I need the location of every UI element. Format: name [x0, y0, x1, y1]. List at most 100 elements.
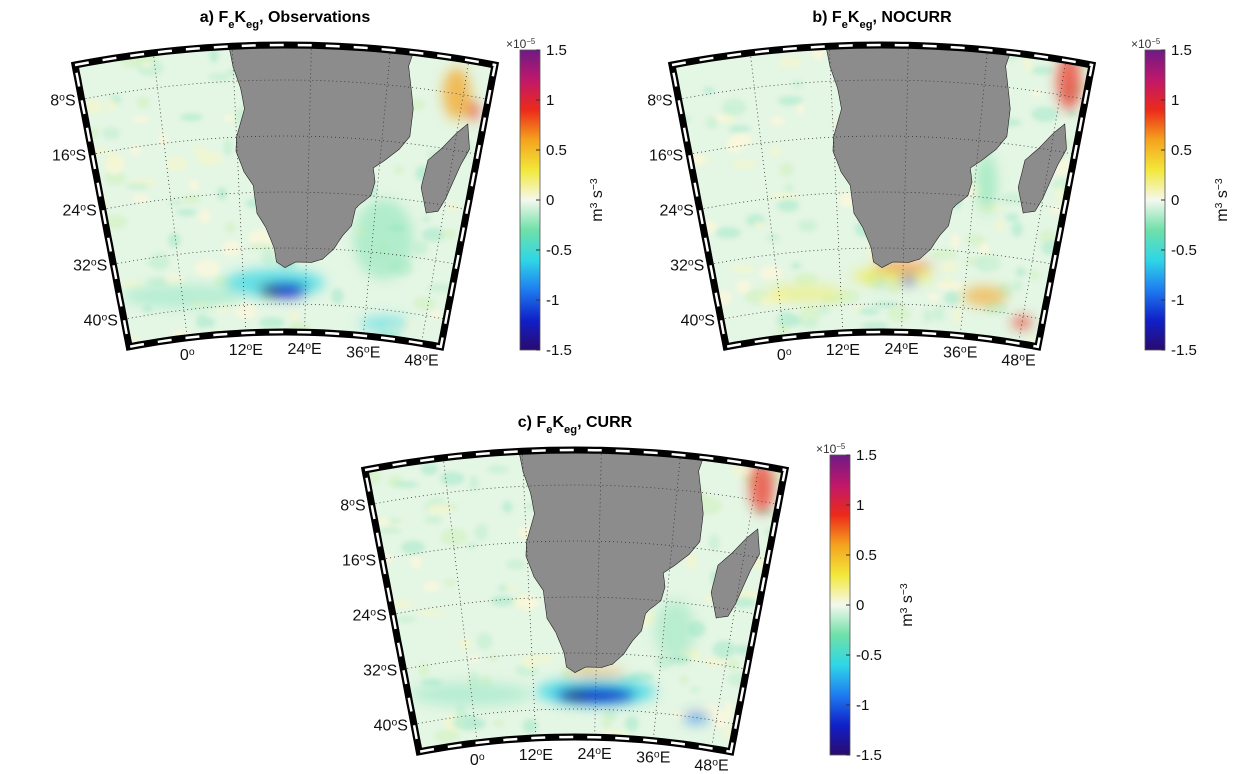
label-part: o	[91, 257, 97, 268]
field-texture	[104, 214, 128, 230]
field-texture	[1055, 185, 1065, 203]
map-area	[672, 45, 1092, 347]
label-part: o	[688, 257, 694, 268]
longitude-label: 0o	[777, 346, 792, 364]
field-texture	[760, 295, 777, 307]
field-texture	[521, 653, 539, 670]
label-part: E	[908, 341, 919, 358]
field-texture	[730, 464, 745, 477]
colorbar-tick-label: -1	[546, 292, 559, 309]
latitude-line	[371, 484, 779, 505]
label-part: o	[349, 497, 355, 508]
label-part: 48	[1001, 352, 1019, 369]
field-texture	[794, 273, 819, 286]
label-part: S	[683, 202, 694, 219]
field-texture	[1031, 66, 1054, 75]
label-part: E	[849, 342, 860, 359]
colorbar-exponent: ×10−5	[816, 442, 846, 457]
field-texture	[769, 193, 798, 200]
label-part: ×10	[816, 442, 837, 456]
colorbar-exponent: ×10−5	[1131, 37, 1161, 52]
colorbar-tick-label: 1	[546, 92, 554, 109]
colorbar-tick-label: 0.5	[856, 547, 877, 564]
label-part: −5	[526, 37, 536, 46]
label-part: E	[660, 750, 671, 767]
longitude-label: 0o	[470, 751, 485, 769]
label-part: o	[536, 746, 542, 757]
label-part: o	[360, 552, 366, 563]
field-texture	[1005, 213, 1020, 222]
label-part: m	[899, 613, 916, 626]
latitude-label: 24oS	[353, 607, 387, 625]
label-part: o	[667, 147, 673, 158]
field-texture	[940, 260, 959, 274]
field-texture	[206, 317, 215, 328]
field-texture	[443, 579, 457, 586]
field-texture	[522, 718, 539, 734]
latitude-line	[403, 652, 747, 670]
latitude-line	[92, 135, 478, 155]
field-texture	[692, 153, 704, 166]
label-part: S	[662, 92, 673, 109]
field-texture	[168, 232, 181, 248]
colorbar-tick-label: -1.5	[856, 747, 882, 764]
field-texture	[125, 182, 150, 190]
label-part: ×10	[1131, 37, 1152, 51]
field-texture	[420, 678, 443, 687]
field-texture	[410, 99, 426, 111]
colorbar-label: m3 s−3	[899, 583, 917, 627]
land	[514, 450, 709, 673]
label-part: 16	[649, 147, 667, 164]
field-texture	[776, 311, 797, 327]
label-part: s	[1214, 190, 1231, 202]
field-texture	[709, 710, 731, 728]
field-texture	[778, 56, 802, 69]
field-texture	[861, 322, 889, 330]
field-texture	[217, 186, 227, 201]
label-part: 24	[287, 341, 305, 358]
field-texture	[754, 221, 765, 229]
latitude-label: 16oS	[52, 147, 86, 165]
field-texture	[1015, 267, 1027, 277]
field-texture	[448, 201, 457, 213]
title-part: , NOCURR	[873, 9, 953, 26]
colorbar-tick-label: -1	[856, 697, 869, 714]
label-part: o	[189, 346, 195, 357]
field-texture	[104, 171, 126, 185]
field-texture	[839, 192, 855, 209]
field-texture	[424, 516, 443, 524]
label-part: 32	[363, 662, 381, 679]
field-texture	[728, 125, 751, 133]
label-part: 40	[84, 312, 102, 329]
label-part: E	[542, 747, 553, 764]
label-part: 32	[73, 257, 91, 274]
field-texture	[601, 712, 613, 729]
field-texture	[105, 151, 121, 170]
label-part: 24	[577, 746, 595, 763]
field-feature	[566, 669, 627, 676]
label-part: o	[698, 312, 704, 323]
field-texture	[467, 655, 480, 663]
field-texture	[769, 146, 782, 157]
colorbar-label: m3 s−3	[589, 178, 607, 222]
field-texture	[401, 540, 425, 555]
field-feature	[684, 711, 709, 724]
land	[710, 528, 760, 619]
field-texture	[817, 305, 830, 315]
field-texture	[777, 199, 799, 212]
field-feature	[563, 690, 587, 700]
map-area	[75, 45, 495, 347]
latitude-line	[382, 540, 768, 560]
field-texture	[149, 252, 170, 271]
label-part: S	[65, 92, 76, 109]
field-texture	[766, 233, 780, 242]
label-part: S	[107, 312, 118, 329]
field-texture	[731, 159, 756, 170]
field-texture	[458, 638, 472, 650]
colorbar-tick-label: 1.5	[1171, 42, 1192, 59]
field-texture	[376, 527, 403, 534]
longitude-label: 36oE	[636, 749, 670, 767]
